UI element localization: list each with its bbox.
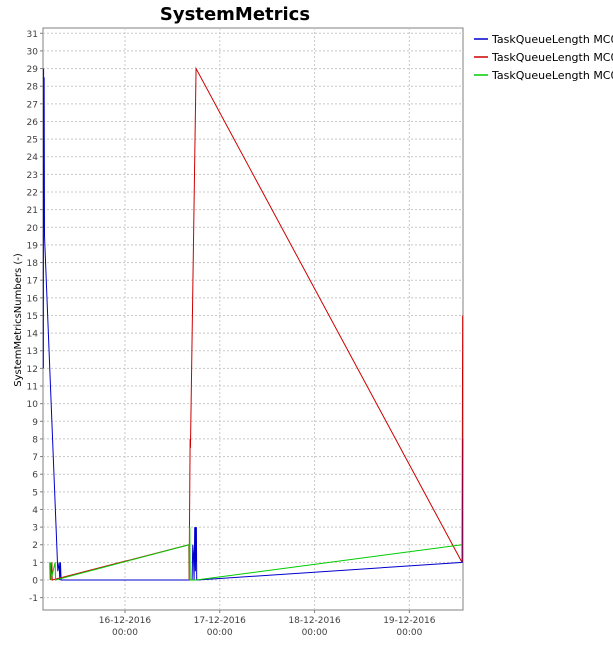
legend: TaskQueueLength MC00 TaskQueueLength MC02… xyxy=(474,33,613,82)
legend-label: TaskQueueLength MC00 xyxy=(491,33,613,46)
plot-area xyxy=(42,27,464,611)
y-axis: -101234567891011121314151617181920212223… xyxy=(27,30,43,604)
x-tick-label-time: 00:00 xyxy=(302,628,328,638)
grid-lines xyxy=(43,28,463,610)
legend-label: TaskQueueLength MC01 xyxy=(491,69,613,82)
y-tick-label: 24 xyxy=(27,153,39,163)
y-tick-label: -1 xyxy=(29,594,38,604)
y-tick-label: 13 xyxy=(27,347,38,357)
y-tick-label: 20 xyxy=(27,224,39,234)
y-tick-label: 16 xyxy=(27,294,39,304)
x-tick-label-time: 00:00 xyxy=(207,628,233,638)
y-tick-label: 0 xyxy=(32,577,38,587)
x-tick-label-date: 19-12-2016 xyxy=(383,616,436,626)
y-tick-label: 18 xyxy=(27,259,39,269)
series-line xyxy=(42,68,464,581)
y-tick-label: 11 xyxy=(27,383,38,393)
y-tick-label: 7 xyxy=(32,453,38,463)
y-tick-label: 27 xyxy=(27,100,38,110)
y-tick-label: 5 xyxy=(32,488,38,498)
y-tick-label: 23 xyxy=(27,171,38,181)
y-tick-label: 22 xyxy=(27,189,38,199)
x-tick-label-date: 18-12-2016 xyxy=(288,616,341,626)
y-axis-label: SystemMetricsNumbers (-) xyxy=(13,253,24,387)
y-tick-label: 25 xyxy=(27,136,38,146)
y-tick-label: 6 xyxy=(32,471,38,481)
y-tick-label: 10 xyxy=(27,400,39,410)
legend-label: TaskQueueLength MC02 xyxy=(491,51,613,64)
series-line xyxy=(50,527,463,581)
x-tick-label-date: 16-12-2016 xyxy=(99,616,152,626)
y-tick-label: 21 xyxy=(27,206,38,216)
x-axis: 16-12-2016 00:00 17-12-2016 00:00 18-12-2016… xyxy=(99,610,436,638)
y-tick-label: 30 xyxy=(27,47,39,57)
y-tick-label: 4 xyxy=(32,506,38,516)
y-tick-label: 1 xyxy=(32,559,38,569)
y-tick-label: 12 xyxy=(27,365,38,375)
y-tick-label: 14 xyxy=(27,330,39,340)
y-tick-label: 31 xyxy=(27,30,38,40)
x-tick-label-date: 17-12-2016 xyxy=(194,616,247,626)
y-tick-label: 3 xyxy=(32,524,38,534)
y-tick-label: 9 xyxy=(32,418,38,428)
chart-title: SystemMetrics xyxy=(160,4,310,25)
y-tick-label: 19 xyxy=(27,241,39,251)
x-tick-label-time: 00:00 xyxy=(112,628,138,638)
y-tick-label: 26 xyxy=(27,118,39,128)
y-tick-label: 29 xyxy=(27,65,39,75)
x-tick-label-time: 00:00 xyxy=(396,628,422,638)
y-tick-label: 17 xyxy=(27,277,38,287)
y-tick-label: 28 xyxy=(27,83,39,93)
y-tick-label: 15 xyxy=(27,312,38,322)
y-tick-label: 2 xyxy=(32,541,38,551)
y-tick-label: 8 xyxy=(32,435,38,445)
series-lines xyxy=(42,66,464,581)
